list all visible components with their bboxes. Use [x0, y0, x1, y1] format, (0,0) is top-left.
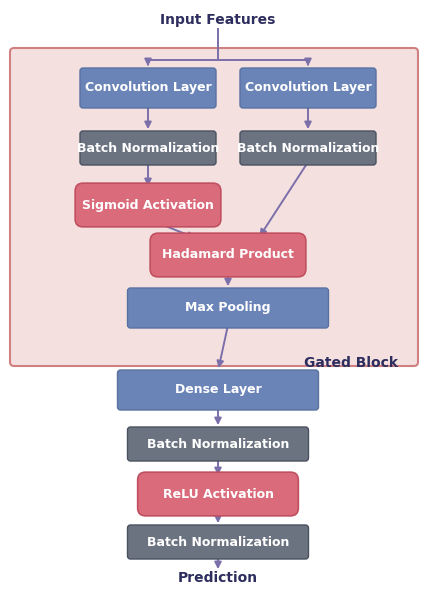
Text: Prediction: Prediction	[178, 571, 258, 585]
FancyBboxPatch shape	[138, 472, 298, 516]
Text: Hadamard Product: Hadamard Product	[162, 249, 294, 262]
Text: Dense Layer: Dense Layer	[175, 384, 261, 397]
FancyBboxPatch shape	[75, 183, 221, 227]
Text: ReLU Activation: ReLU Activation	[163, 487, 273, 500]
FancyBboxPatch shape	[127, 525, 309, 559]
Text: Convolution Layer: Convolution Layer	[245, 82, 371, 95]
Text: Input Features: Input Features	[160, 13, 276, 27]
Text: Batch Normalization: Batch Normalization	[147, 437, 289, 451]
FancyBboxPatch shape	[150, 233, 306, 277]
FancyBboxPatch shape	[127, 288, 328, 328]
Text: Batch Normalization: Batch Normalization	[147, 536, 289, 549]
FancyBboxPatch shape	[240, 68, 376, 108]
FancyBboxPatch shape	[117, 370, 319, 410]
Text: Convolution Layer: Convolution Layer	[85, 82, 211, 95]
Text: Batch Normalization: Batch Normalization	[237, 141, 379, 155]
FancyBboxPatch shape	[10, 48, 418, 366]
FancyBboxPatch shape	[240, 131, 376, 165]
FancyBboxPatch shape	[80, 131, 216, 165]
Text: Batch Normalization: Batch Normalization	[77, 141, 219, 155]
Text: Max Pooling: Max Pooling	[185, 301, 271, 314]
Text: Sigmoid Activation: Sigmoid Activation	[82, 198, 214, 211]
FancyBboxPatch shape	[80, 68, 216, 108]
FancyBboxPatch shape	[127, 427, 309, 461]
Text: Gated Block: Gated Block	[304, 356, 398, 370]
